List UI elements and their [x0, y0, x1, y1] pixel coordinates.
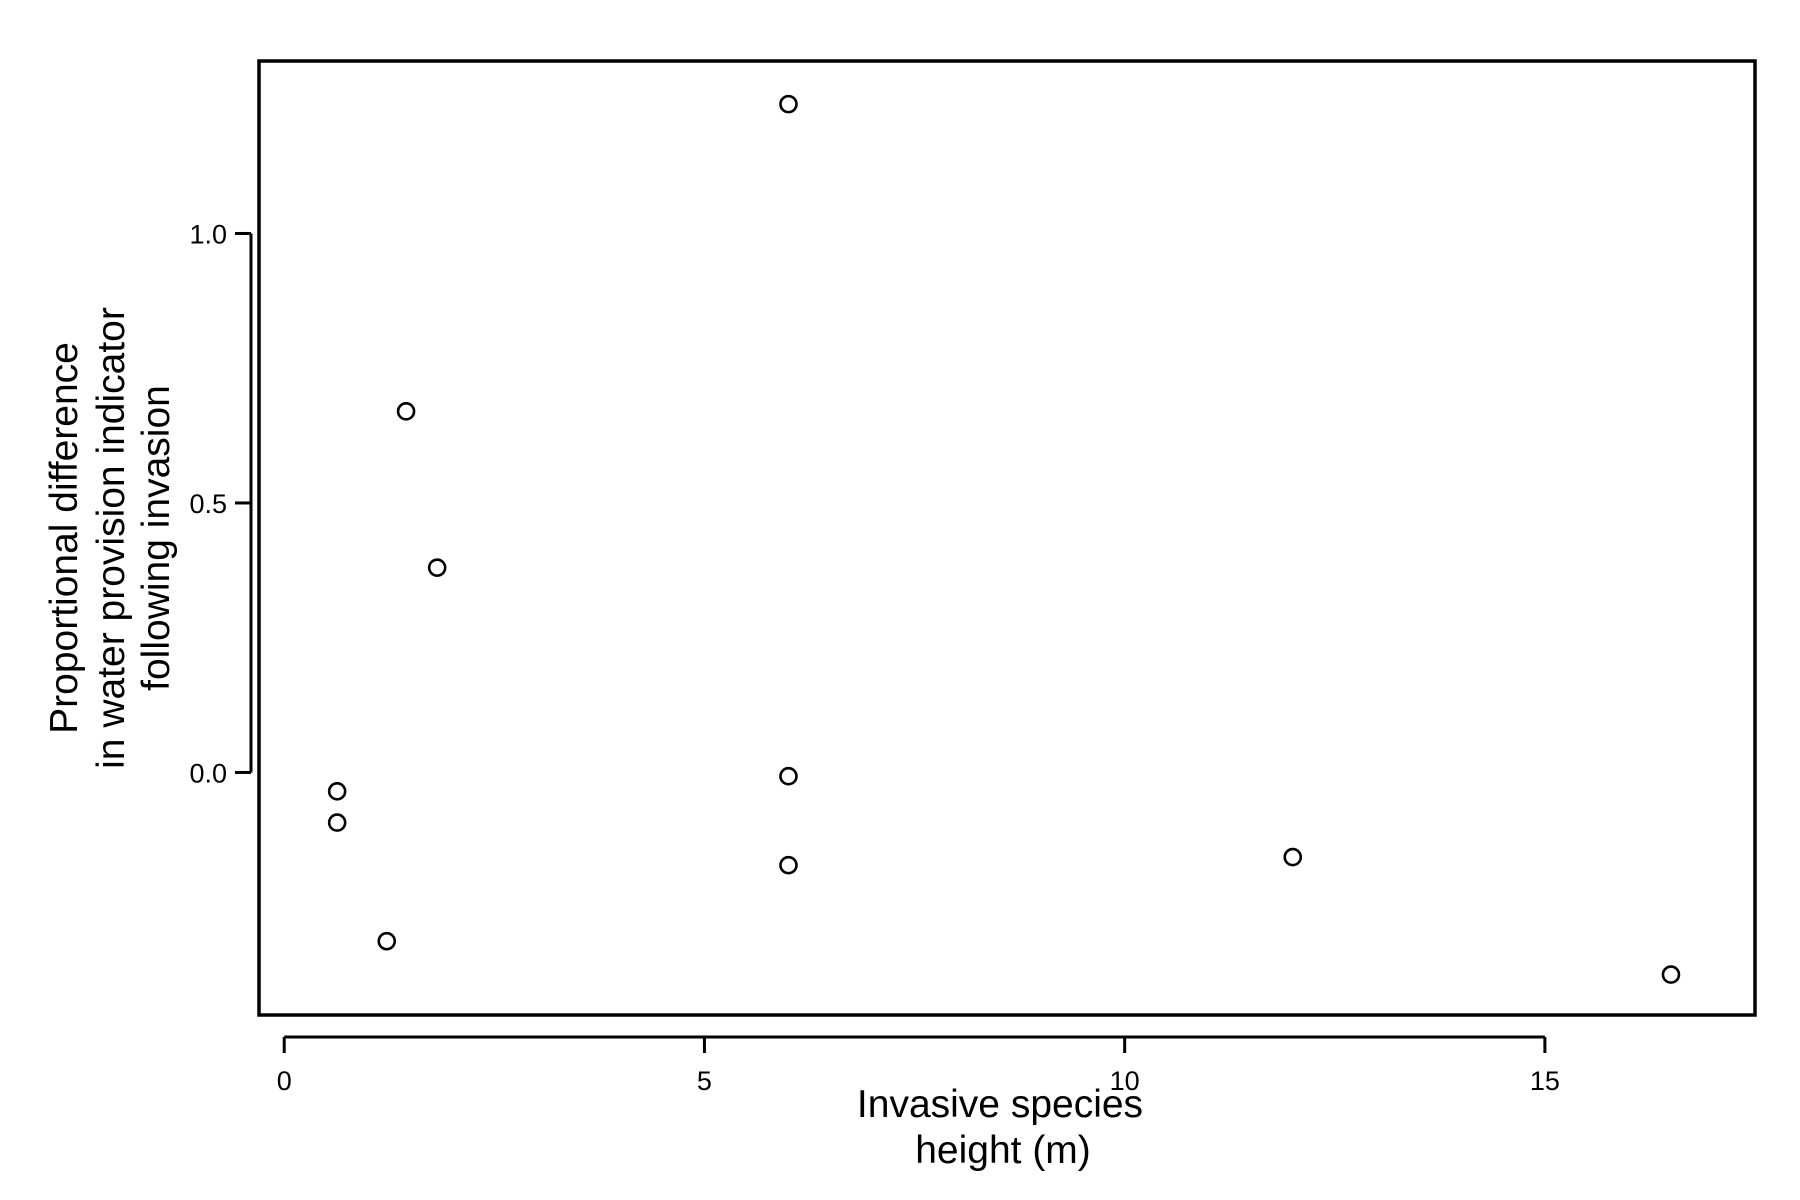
x-tick-label: 10	[1110, 1066, 1140, 1096]
x-tick-label: 5	[697, 1066, 712, 1096]
data-point	[779, 94, 798, 114]
x-axis: 0 5 10 15	[277, 1035, 1560, 1096]
x-tick-label: 0	[277, 1066, 292, 1096]
data-point	[1283, 847, 1303, 867]
data-point	[327, 813, 347, 832]
data-point	[327, 782, 347, 801]
data-points	[327, 94, 1681, 984]
data-point	[377, 931, 397, 951]
y-axis-label-line-2: in water provision indicator	[90, 307, 133, 769]
x-axis-label-line-1: Invasive species	[857, 1083, 1143, 1126]
data-point	[427, 558, 447, 577]
data-point	[1661, 965, 1681, 984]
plot-frame	[257, 59, 1757, 1017]
y-axis-label-line-1: Proportional difference	[43, 342, 86, 734]
data-point	[396, 402, 416, 421]
data-point	[779, 766, 798, 786]
x-tick-label: 15	[1530, 1066, 1560, 1096]
y-tick-label: 0.5	[189, 489, 227, 519]
y-axis: 0.0 0.5 1.0	[189, 219, 253, 788]
y-tick-label: 1.0	[189, 219, 227, 249]
y-tick-label: 0.0	[189, 758, 227, 788]
y-axis-label-line-3: following invasion	[135, 385, 178, 691]
data-point	[779, 855, 798, 875]
x-axis-label-line-2: height (m)	[915, 1129, 1091, 1172]
